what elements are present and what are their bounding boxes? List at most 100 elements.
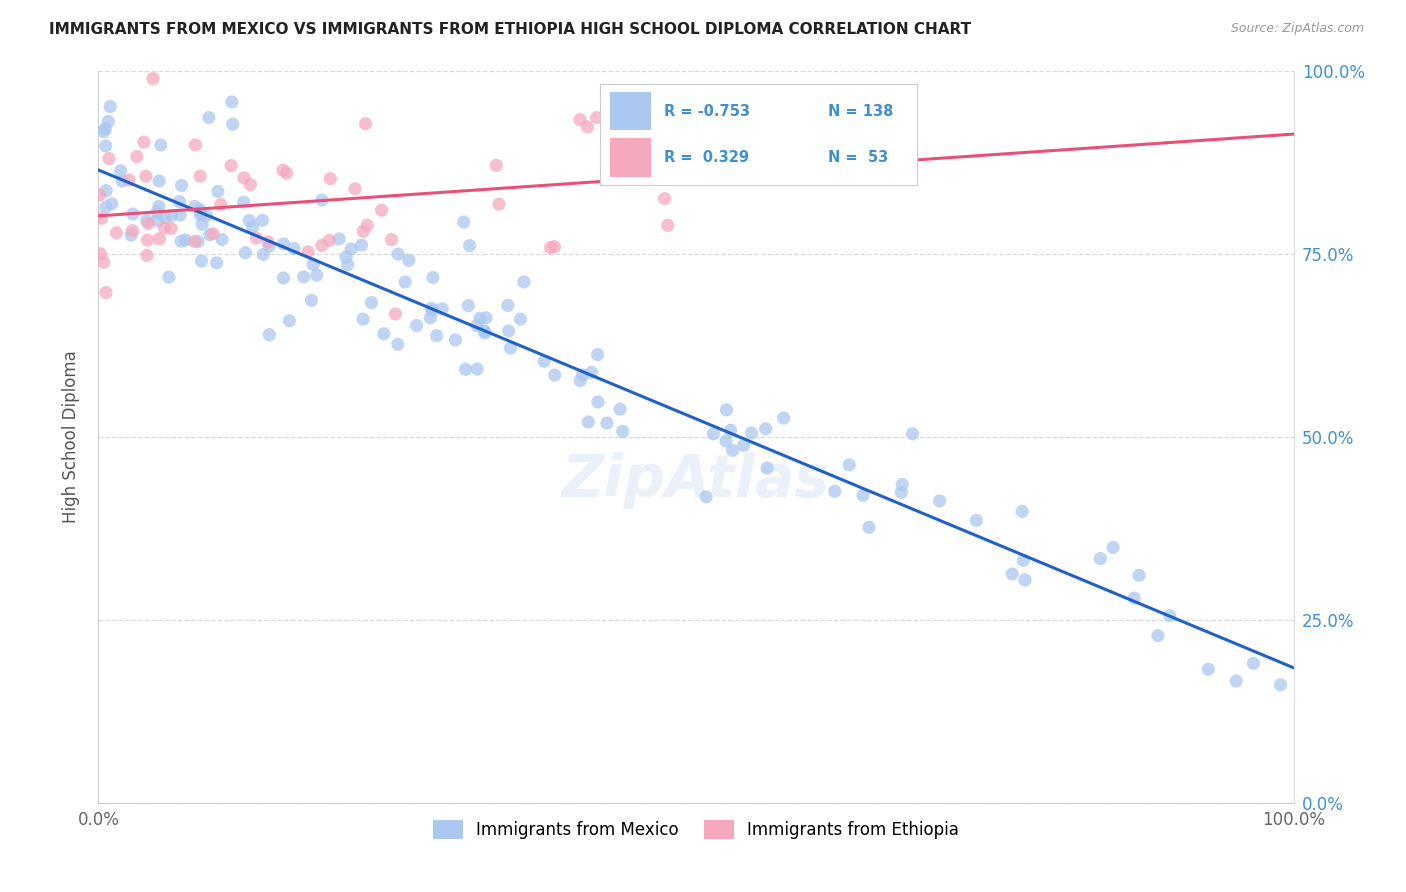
Text: IMMIGRANTS FROM MEXICO VS IMMIGRANTS FROM ETHIOPIA HIGH SCHOOL DIPLOMA CORRELATI: IMMIGRANTS FROM MEXICO VS IMMIGRANTS FRO…: [49, 22, 972, 37]
Point: [474, 324, 496, 338]
Point: [188, 202, 211, 217]
Point: [184, 199, 207, 213]
Point: [474, 326, 496, 340]
Point: [170, 234, 193, 248]
Point: [475, 310, 498, 325]
Point: [657, 219, 679, 233]
Point: [98, 99, 121, 113]
Point: [720, 423, 742, 437]
Point: [89, 246, 111, 260]
Point: [458, 238, 481, 252]
Point: [311, 238, 333, 252]
Point: [160, 208, 183, 222]
Point: [219, 159, 242, 173]
Point: [901, 426, 924, 441]
Point: [585, 111, 607, 125]
Point: [496, 298, 519, 312]
Point: [94, 285, 117, 300]
Point: [405, 318, 427, 333]
Point: [94, 139, 117, 153]
Point: [135, 248, 157, 262]
Point: [1159, 608, 1181, 623]
Point: [169, 194, 191, 209]
Point: [276, 166, 298, 180]
Point: [271, 163, 294, 178]
Point: [170, 178, 193, 193]
Point: [328, 232, 350, 246]
Point: [221, 95, 243, 109]
Point: [259, 239, 281, 253]
Point: [259, 327, 281, 342]
Point: [384, 307, 406, 321]
Point: [569, 374, 592, 388]
Point: [235, 245, 257, 260]
Point: [135, 213, 157, 227]
Point: [772, 411, 794, 425]
Point: [135, 169, 157, 184]
Point: [190, 208, 212, 222]
Point: [533, 354, 555, 368]
Point: [125, 149, 148, 163]
Point: [198, 111, 221, 125]
Point: [110, 163, 132, 178]
Point: [335, 250, 357, 264]
Point: [201, 227, 224, 241]
Point: [540, 241, 562, 255]
Point: [146, 214, 169, 228]
Point: [586, 347, 609, 361]
Legend: Immigrants from Mexico, Immigrants from Ethiopia: Immigrants from Mexico, Immigrants from …: [426, 814, 966, 846]
Point: [97, 114, 120, 128]
Point: [157, 270, 180, 285]
Point: [148, 174, 170, 188]
Point: [184, 137, 207, 152]
Point: [695, 490, 717, 504]
Point: [1102, 541, 1125, 555]
Point: [387, 337, 409, 351]
Point: [1225, 673, 1247, 688]
Point: [370, 203, 392, 218]
Point: [733, 438, 755, 452]
Point: [209, 197, 232, 211]
Point: [105, 226, 128, 240]
Point: [297, 244, 319, 259]
Point: [714, 434, 737, 448]
Point: [890, 485, 912, 500]
Point: [340, 242, 363, 256]
Point: [239, 178, 262, 192]
Point: [311, 193, 333, 207]
Point: [305, 268, 328, 282]
Point: [498, 324, 520, 338]
Point: [544, 368, 567, 383]
Point: [373, 326, 395, 341]
Point: [319, 171, 342, 186]
Point: [232, 195, 254, 210]
Point: [387, 247, 409, 261]
Point: [94, 200, 117, 214]
Point: [420, 304, 443, 318]
Text: Source: ZipAtlas.com: Source: ZipAtlas.com: [1230, 22, 1364, 36]
Point: [148, 232, 170, 246]
Point: [356, 218, 378, 232]
Point: [233, 170, 256, 185]
Point: [89, 188, 111, 202]
Point: [454, 362, 477, 376]
Point: [430, 301, 453, 316]
Point: [142, 71, 165, 86]
Point: [468, 311, 491, 326]
Point: [380, 233, 402, 247]
Point: [121, 224, 143, 238]
Point: [138, 217, 160, 231]
Point: [242, 219, 264, 234]
Point: [426, 328, 449, 343]
Point: [1197, 662, 1219, 676]
Point: [354, 117, 377, 131]
Point: [419, 310, 441, 325]
Point: [343, 182, 366, 196]
Point: [1147, 629, 1170, 643]
Point: [252, 247, 274, 261]
Point: [111, 174, 134, 188]
Point: [685, 136, 707, 150]
Point: [740, 425, 762, 440]
Point: [273, 271, 295, 285]
Point: [654, 192, 676, 206]
